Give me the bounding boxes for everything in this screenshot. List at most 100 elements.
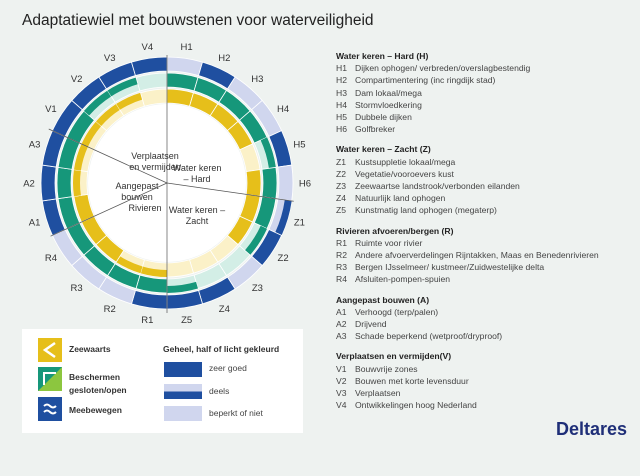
full-swatch xyxy=(164,362,202,377)
segment-Z5-ring2 xyxy=(166,259,194,278)
page-title: Adaptatiewiel met bouwstenen voor waterv… xyxy=(22,12,374,29)
group-heading: Water keren – Zacht (Z) xyxy=(336,144,431,155)
section-label: Water keren – xyxy=(169,205,225,215)
segment-Z5-ring1-half xyxy=(167,281,198,293)
segment-label-V1: V1 xyxy=(45,104,57,115)
zeewaarts-label: Zeewaarts xyxy=(69,344,111,354)
segment-R1-ring2-half xyxy=(140,266,167,277)
segment-label-Z4: Z4 xyxy=(219,304,230,315)
list-item: H3 Dam lokaal/mega xyxy=(336,87,422,98)
segment-H6-ring2 xyxy=(245,169,262,197)
segment-label-Z1: Z1 xyxy=(294,217,305,228)
section-label: en vermijden xyxy=(129,162,181,172)
section-divider xyxy=(50,182,168,237)
segment-V2-ring2-half xyxy=(95,103,120,127)
segment-label-R3: R3 xyxy=(71,283,83,294)
zeewaarts-icon xyxy=(38,338,62,362)
segment-Z2-ring1-half xyxy=(244,225,268,256)
segment-H6-ring1 xyxy=(261,166,278,200)
group-heading: Aangepast bouwen (A) xyxy=(336,294,430,305)
segment-V2-ring1-half xyxy=(83,90,112,116)
segment-A3-ring2-half xyxy=(73,143,88,171)
list-item: Z2 Vegetatie/vooroevers kust xyxy=(336,168,454,179)
list-item: R3 Bergen IJsselmeer/ kustmeer/Zuidwestel… xyxy=(336,262,545,273)
section-label: Rivieren xyxy=(128,203,161,213)
segment-label-H2: H2 xyxy=(218,53,230,64)
list-item: V3 Verplaatsen xyxy=(336,388,401,399)
segment-H1-ring1 xyxy=(166,72,199,92)
list-item: H2 Compartimentering (inc ringdijk stad) xyxy=(336,75,496,86)
section-label: Zacht xyxy=(186,216,209,226)
segment-label-Z2: Z2 xyxy=(278,253,289,264)
list-item: H5 Dubbele dijken xyxy=(336,112,412,123)
section-label: Water keren xyxy=(173,163,222,173)
segment-label-Z5: Z5 xyxy=(181,315,192,326)
meebewegen-icon xyxy=(38,397,62,421)
segment-label-H3: H3 xyxy=(251,74,263,85)
segment-R1-ring1 xyxy=(135,274,168,294)
segment-label-Z3: Z3 xyxy=(252,283,263,294)
deltares-logo: Deltares xyxy=(556,419,628,439)
segment-V1-ring2-half xyxy=(81,121,102,147)
beschermen-line1: Beschermen xyxy=(69,372,121,382)
group-3: Aangepast bouwen (A) A1 Verhoogd (terp/pal… xyxy=(336,294,599,343)
list-item: R1 Ruimte voor rivier xyxy=(336,237,423,248)
half-swatch xyxy=(164,384,202,399)
segment-A2-ring1 xyxy=(56,166,73,200)
beschermen-line2: gesloten/open xyxy=(69,385,127,395)
segment-H1-ring2 xyxy=(166,88,194,107)
group-1: Water keren – Zacht (Z) Z1 Kustsuppletie l… xyxy=(336,143,599,216)
segment-H6-ring0 xyxy=(277,164,294,202)
legend-list: Water keren – Hard (H) H1 Dijken ophogen/ … xyxy=(336,50,599,419)
segment-label-H1: H1 xyxy=(181,42,193,53)
list-item: H4 Stormvloedkering xyxy=(336,99,422,110)
light-swatch xyxy=(164,406,202,421)
segment-R2-ring2-half xyxy=(116,256,143,274)
segment-V4-ring1 xyxy=(135,72,168,92)
segment-Z1-ring0-half xyxy=(275,199,292,236)
segment-V4-ring2 xyxy=(140,88,168,107)
segment-A2-ring0 xyxy=(40,164,57,202)
segment-label-V4: V4 xyxy=(142,42,154,53)
section-divider xyxy=(48,128,168,184)
beschermen-label: Beschermen gesloten/open xyxy=(69,371,127,397)
segment-label-A3: A3 xyxy=(29,140,41,151)
group-2: Rivieren afvoeren/bergen (R) R1 Ruimte voo… xyxy=(336,225,599,286)
segment-label-H4: H4 xyxy=(277,104,289,115)
list-item: R2 Andere afvoerverdelingen Rijntakken, M… xyxy=(336,250,599,261)
light-label: beperkt of niet xyxy=(209,408,263,418)
segment-label-R4: R4 xyxy=(45,253,57,264)
list-item: V2 Bouwen met korte levensduur xyxy=(336,375,469,386)
adaptation-wheel: H1 H2 H3 H4 H5 H6 Z1 Z2 Z3 Z4 Z5 R1 R2 R3 R4 A1 A2 A3 V1 V2… xyxy=(23,42,311,326)
group-heading: Water keren – Hard (H) xyxy=(336,51,429,61)
segment-label-A1: A1 xyxy=(29,217,41,228)
section-divider xyxy=(166,182,294,202)
list-item: Z1 Kustsuppletie lokaal/mega xyxy=(336,156,456,167)
list-item: H6 Golfbreker xyxy=(336,124,396,135)
segment-label-A2: A2 xyxy=(23,179,35,190)
full-label: zeer goed xyxy=(209,363,247,373)
list-item: A3 Schade beperkend (wetproof/dryproof) xyxy=(336,331,503,342)
segment-label-V3: V3 xyxy=(104,53,116,64)
segment-label-R1: R1 xyxy=(141,315,153,326)
group-heading: Verplaatsen en vermijden(V) xyxy=(336,351,452,362)
section-label: Verplaatsen xyxy=(131,151,179,161)
half-label: deels xyxy=(209,386,230,396)
segment-V3-ring2-half xyxy=(116,92,143,110)
list-item: Z4 Natuurlijk land ophogen xyxy=(336,193,446,204)
segment-V3-ring1-half xyxy=(107,77,138,97)
list-item: H1 Dijken ophogen/ verbreden/overslagbest… xyxy=(336,63,531,74)
section-label: bouwen xyxy=(121,192,153,202)
group-0: Water keren – Hard (H) H1 Dijken ophogen/ … xyxy=(336,50,599,135)
segment-H5-ring1-half xyxy=(260,137,276,169)
group-4: Verplaatsen en vermijden(V) V1 Bouwvrije z… xyxy=(336,350,599,411)
list-item: V4 Ontwikkelingen hoog Nederland xyxy=(336,400,477,411)
segment-label-H5: H5 xyxy=(293,140,305,151)
list-item: R4 Afsluiten-pompen-spuien xyxy=(336,274,451,285)
meebewegen-label: Meebewegen xyxy=(69,405,122,415)
segment-label-R2: R2 xyxy=(104,304,116,315)
section-label: Aangepast xyxy=(115,181,159,191)
scale-title: Geheel, half of licht gekleurd xyxy=(163,344,280,354)
beschermen-icon xyxy=(38,367,62,391)
segment-A2-ring2-half xyxy=(73,169,81,197)
